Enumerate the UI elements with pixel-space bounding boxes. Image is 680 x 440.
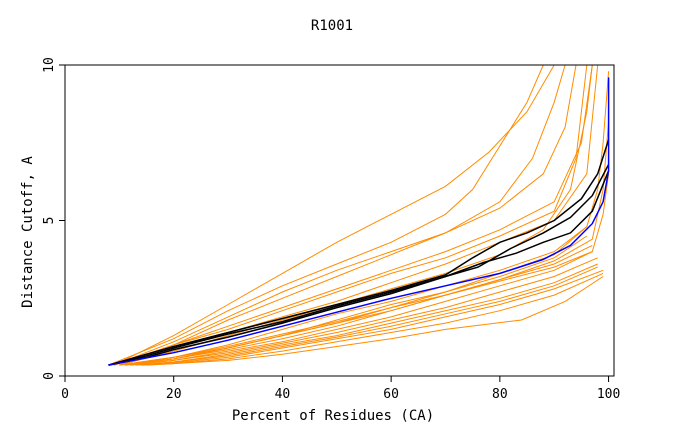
x-tick-label: 20 [166, 387, 182, 402]
y-tick-label: 0 [42, 372, 57, 380]
series-line-orange-7 [119, 64, 593, 366]
series-line-orange-18 [124, 71, 610, 366]
y-axis-label: Distance Cutoff, A [20, 156, 36, 308]
x-tick-label: 0 [61, 387, 69, 402]
series-line-orange-9 [119, 235, 588, 366]
chart-title: R1001 [311, 18, 353, 34]
series-line-orange-1 [113, 64, 555, 366]
series-line-orange-10 [124, 244, 593, 366]
series-line-orange-17 [146, 276, 604, 366]
series-line-orange-8 [119, 226, 588, 366]
series-line-orange-15 [141, 269, 604, 366]
x-tick-label: 40 [275, 387, 291, 402]
series-line-orange-5 [113, 64, 599, 366]
plot-frame [64, 64, 615, 377]
series-line-blue-24 [108, 77, 610, 366]
y-axis: 0 5 10 [42, 57, 65, 380]
x-axis-label: Percent of Residues (CA) [232, 408, 434, 424]
series-line-orange-11 [130, 251, 593, 366]
series-line-orange-4 [113, 64, 588, 366]
x-tick-label: 100 [597, 387, 620, 402]
series-line-orange-3 [119, 64, 577, 366]
series-line-orange-19 [124, 120, 610, 366]
series-line-orange-16 [141, 272, 604, 366]
plot-lines [108, 64, 610, 366]
x-axis: 0 20 40 60 80 100 [61, 376, 620, 402]
x-tick-label: 60 [383, 387, 399, 402]
series-line-black-22 [108, 170, 610, 366]
series-line-orange-13 [135, 263, 598, 366]
series-line-orange-20 [130, 173, 610, 366]
series-line-orange-0 [108, 64, 544, 366]
x-tick-label: 80 [492, 387, 508, 402]
series-line-orange-2 [113, 64, 566, 366]
series-line-orange-14 [135, 266, 598, 366]
series-line-orange-12 [130, 257, 598, 366]
y-tick-label: 10 [42, 57, 57, 73]
series-line-black-21 [108, 139, 610, 366]
y-tick-label: 5 [42, 217, 57, 225]
series-line-orange-6 [119, 64, 593, 366]
series-line-black-23 [108, 164, 610, 366]
